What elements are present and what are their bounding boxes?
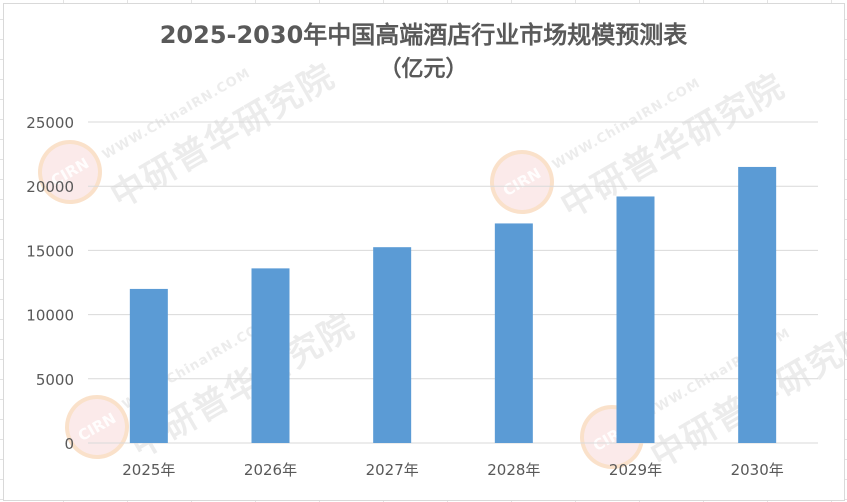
bar [494,223,533,443]
bar [616,196,655,443]
bar [738,166,777,443]
chart-subtitle: （亿元） [379,57,468,82]
x-tick-label: 2030年 [731,461,784,479]
x-tick-label: 2028年 [487,461,540,479]
x-tick-label: 2029年 [609,461,662,479]
bar [373,247,412,443]
y-tick-label: 20000 [26,178,74,196]
bar [129,288,168,443]
x-tick-label: 2027年 [366,461,419,479]
x-tick-label: 2025年 [122,461,175,479]
y-tick-label: 10000 [26,307,74,325]
y-tick-label: 15000 [26,242,74,260]
y-tick-label: 0 [64,435,74,453]
x-tick-label: 2026年 [244,461,297,479]
chart-title: 2025-2030年中国高端酒店行业市场规模预测表 [159,21,688,49]
y-tick-label: 25000 [26,114,74,132]
y-tick-label: 5000 [36,371,74,389]
bar [251,268,290,443]
